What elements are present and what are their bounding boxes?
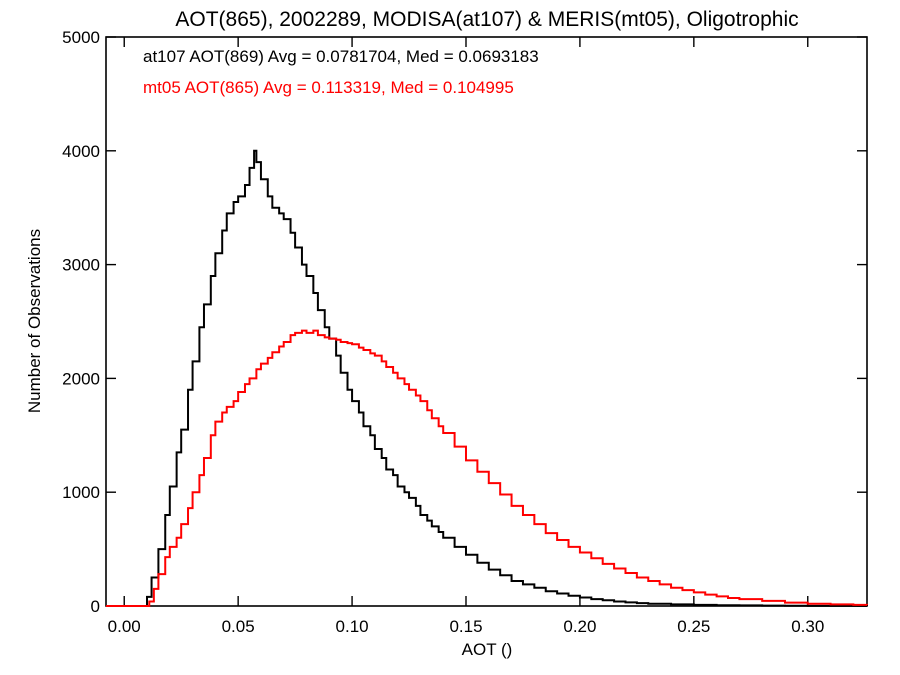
- y-tick-label: 2000: [62, 369, 100, 388]
- y-tick-label: 5000: [62, 28, 100, 47]
- plot-frame: [105, 36, 868, 607]
- y-tick-label: 0: [91, 597, 100, 616]
- y-tick-label: 3000: [62, 256, 100, 275]
- x-tick-label: 0.05: [222, 617, 255, 636]
- series-line-0: [106, 149, 868, 607]
- series-lines: [106, 149, 868, 607]
- legend-entry-mt05: mt05 AOT(865) Avg = 0.113319, Med = 0.10…: [143, 78, 514, 97]
- x-tick-label: 0.20: [563, 617, 596, 636]
- series-line-1: [106, 329, 868, 607]
- x-tick-label: 0.25: [677, 617, 710, 636]
- y-axis-label: Number of Observations: [25, 229, 44, 413]
- y-tick-label: 4000: [62, 142, 100, 161]
- x-axis-label: AOT (): [462, 640, 513, 659]
- legend-entry-at107: at107 AOT(869) Avg = 0.0781704, Med = 0.…: [143, 47, 539, 66]
- x-tick-label: 0.30: [791, 617, 824, 636]
- y-axis-ticks: 0 1000 2000 3000 4000 5000: [62, 28, 867, 616]
- x-tick-label: 0.00: [108, 617, 141, 636]
- y-tick-label: 1000: [62, 483, 100, 502]
- x-tick-label: 0.10: [336, 617, 369, 636]
- x-tick-label: 0.15: [449, 617, 482, 636]
- chart-title: AOT(865), 2002289, MODISA(at107) & MERIS…: [175, 8, 798, 31]
- x-axis-ticks: 0.00 0.05 0.10 0.15 0.20 0.25 0.30: [108, 37, 824, 636]
